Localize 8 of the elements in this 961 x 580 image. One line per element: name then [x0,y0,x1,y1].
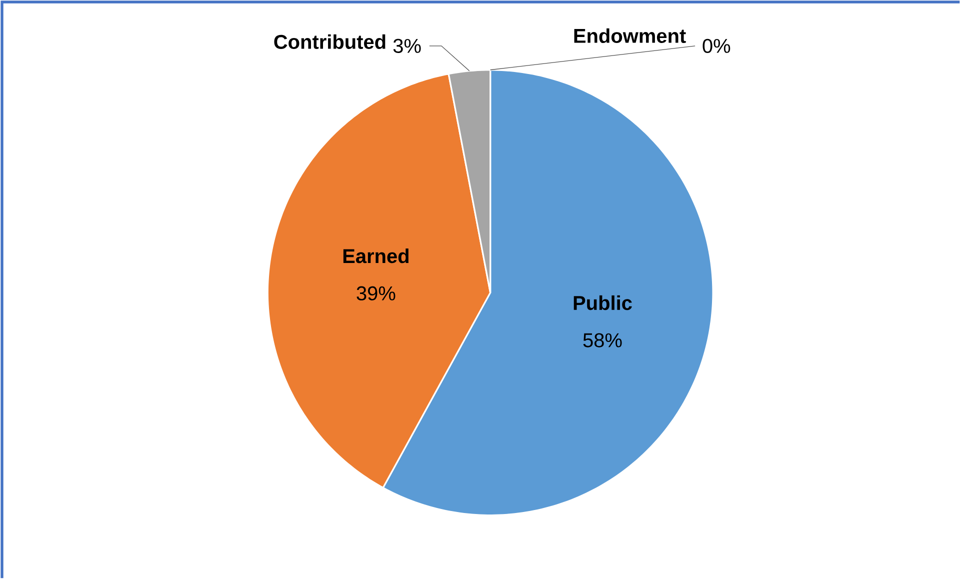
slice-label: Earned [343,248,408,264]
slice-label: Contributed [274,34,386,50]
data-label: 3% [393,39,421,54]
data-label: 58% [583,333,622,348]
data-label: 39% [356,286,396,301]
text: 0% [702,39,730,54]
slice-label: Public [574,296,632,310]
category-label: Endowment [574,28,686,44]
